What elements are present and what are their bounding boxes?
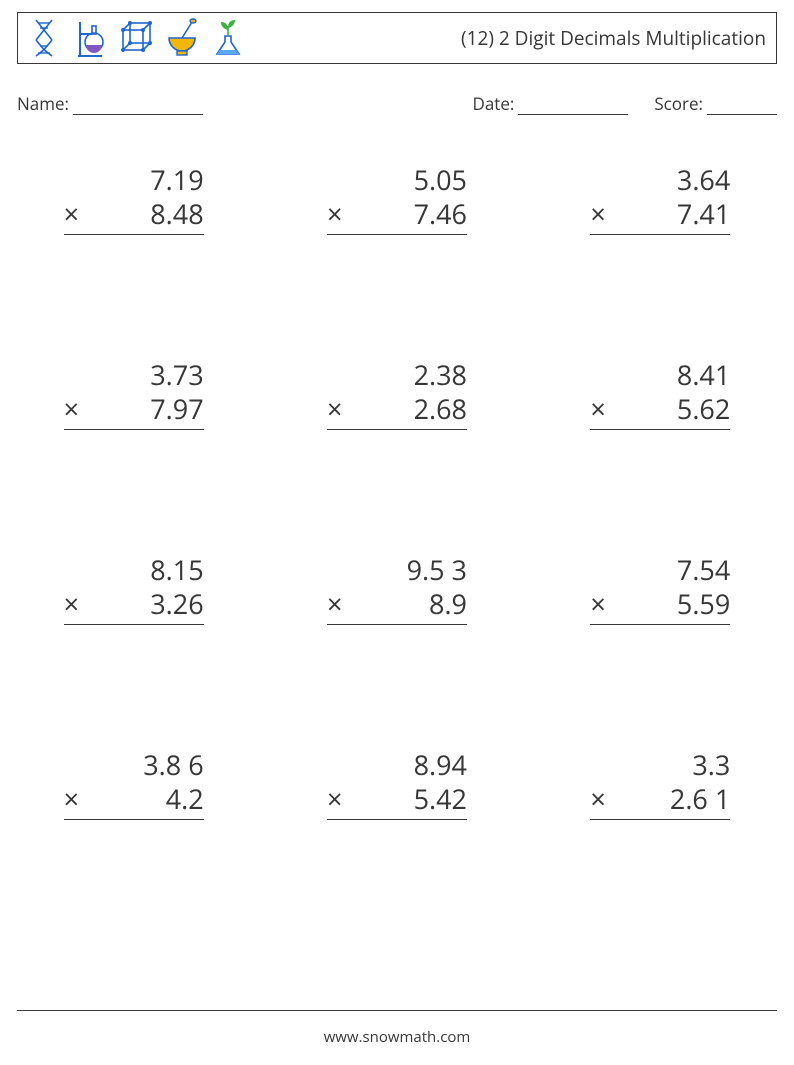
footer: www.snowmath.com — [0, 1010, 794, 1047]
operator: × — [590, 392, 612, 426]
problem-cell: 3.64×7.41 — [544, 145, 777, 340]
multiplier: 5.62 — [612, 392, 730, 426]
multiplicand: 2.38 — [349, 358, 467, 392]
multiplication-problem: 7.19×8.48 — [64, 163, 204, 235]
operator: × — [327, 782, 349, 816]
problem-rule — [327, 819, 467, 820]
multiplication-problem: 7.54×5.59 — [590, 553, 730, 625]
multiplier: 3.26 — [86, 587, 204, 621]
name-blank[interactable] — [73, 96, 203, 115]
operator: × — [590, 587, 612, 621]
multiplicand: 3.8 6 — [86, 748, 204, 782]
operator: × — [64, 392, 86, 426]
date-label: Date: — [472, 92, 514, 115]
problem-rule — [590, 429, 730, 430]
problem-cell: 2.38×2.68 — [280, 340, 513, 535]
problem-rule — [64, 234, 204, 235]
problem-rule — [590, 819, 730, 820]
multiplication-problem: 2.38×2.68 — [327, 358, 467, 430]
operator: × — [327, 587, 349, 621]
footer-text: www.snowmath.com — [324, 1027, 471, 1047]
problem-rule — [590, 624, 730, 625]
multiplicand: 8.15 — [86, 553, 204, 587]
multiplicand: 3.73 — [86, 358, 204, 392]
multiplier: 7.46 — [349, 197, 467, 231]
flask-stand-icon — [70, 16, 110, 60]
multiplicand: 3.3 — [612, 748, 730, 782]
multiplier: 5.42 — [349, 782, 467, 816]
multiplicand: 8.41 — [612, 358, 730, 392]
problem-rule — [327, 234, 467, 235]
multiplicand: 9.5 3 — [349, 553, 467, 587]
score-blank[interactable] — [707, 96, 777, 115]
problem-rule — [327, 624, 467, 625]
mortar-pestle-icon — [162, 16, 202, 60]
problem-cell: 9.5 3×8.9 — [280, 535, 513, 730]
score-label: Score: — [654, 92, 703, 115]
multiplication-problem: 9.5 3×8.9 — [327, 553, 467, 625]
multiplicand: 8.94 — [349, 748, 467, 782]
problem-rule — [64, 819, 204, 820]
problem-cell: 3.8 6×4.2 — [17, 730, 250, 925]
problem-rule — [64, 624, 204, 625]
multiplication-problem: 3.3×2.6 1 — [590, 748, 730, 820]
operator: × — [590, 197, 612, 231]
multiplication-problem: 5.05×7.46 — [327, 163, 467, 235]
multiplier: 2.68 — [349, 392, 467, 426]
problem-cell: 5.05×7.46 — [280, 145, 513, 340]
sprout-flask-icon — [208, 16, 248, 60]
multiplication-problem: 8.15×3.26 — [64, 553, 204, 625]
multiplicand: 7.54 — [612, 553, 730, 587]
problems-grid: 7.19×8.485.05×7.463.64×7.413.73×7.972.38… — [17, 145, 777, 925]
problem-cell: 8.41×5.62 — [544, 340, 777, 535]
multiplication-problem: 3.64×7.41 — [590, 163, 730, 235]
science-icons — [24, 13, 248, 63]
multiplication-problem: 3.8 6×4.2 — [64, 748, 204, 820]
problem-rule — [327, 429, 467, 430]
worksheet-title: (12) 2 Digit Decimals Multiplication — [461, 25, 766, 51]
problem-rule — [64, 429, 204, 430]
date-blank[interactable] — [518, 96, 628, 115]
multiplication-problem: 8.94×5.42 — [327, 748, 467, 820]
problem-cell: 3.73×7.97 — [17, 340, 250, 535]
multiplier: 4.2 — [86, 782, 204, 816]
cube-frame-icon — [116, 16, 156, 60]
operator: × — [590, 782, 612, 816]
problem-cell: 7.19×8.48 — [17, 145, 250, 340]
operator: × — [64, 197, 86, 231]
multiplier: 2.6 1 — [612, 782, 730, 816]
problem-cell: 8.15×3.26 — [17, 535, 250, 730]
problem-cell: 8.94×5.42 — [280, 730, 513, 925]
operator: × — [327, 392, 349, 426]
problem-rule — [590, 234, 730, 235]
multiplication-problem: 8.41×5.62 — [590, 358, 730, 430]
multiplicand: 3.64 — [612, 163, 730, 197]
info-row: Name: Date: Score: — [17, 92, 777, 115]
operator: × — [64, 782, 86, 816]
multiplication-problem: 3.73×7.97 — [64, 358, 204, 430]
multiplier: 5.59 — [612, 587, 730, 621]
multiplicand: 5.05 — [349, 163, 467, 197]
problem-cell: 7.54×5.59 — [544, 535, 777, 730]
multiplier: 7.97 — [86, 392, 204, 426]
name-label: Name: — [17, 92, 69, 115]
multiplier: 8.9 — [349, 587, 467, 621]
operator: × — [64, 587, 86, 621]
header-bar: (12) 2 Digit Decimals Multiplication — [17, 12, 777, 64]
multiplier: 8.48 — [86, 197, 204, 231]
dna-icon — [24, 16, 64, 60]
problem-cell: 3.3×2.6 1 — [544, 730, 777, 925]
multiplier: 7.41 — [612, 197, 730, 231]
operator: × — [327, 197, 349, 231]
multiplicand: 7.19 — [86, 163, 204, 197]
